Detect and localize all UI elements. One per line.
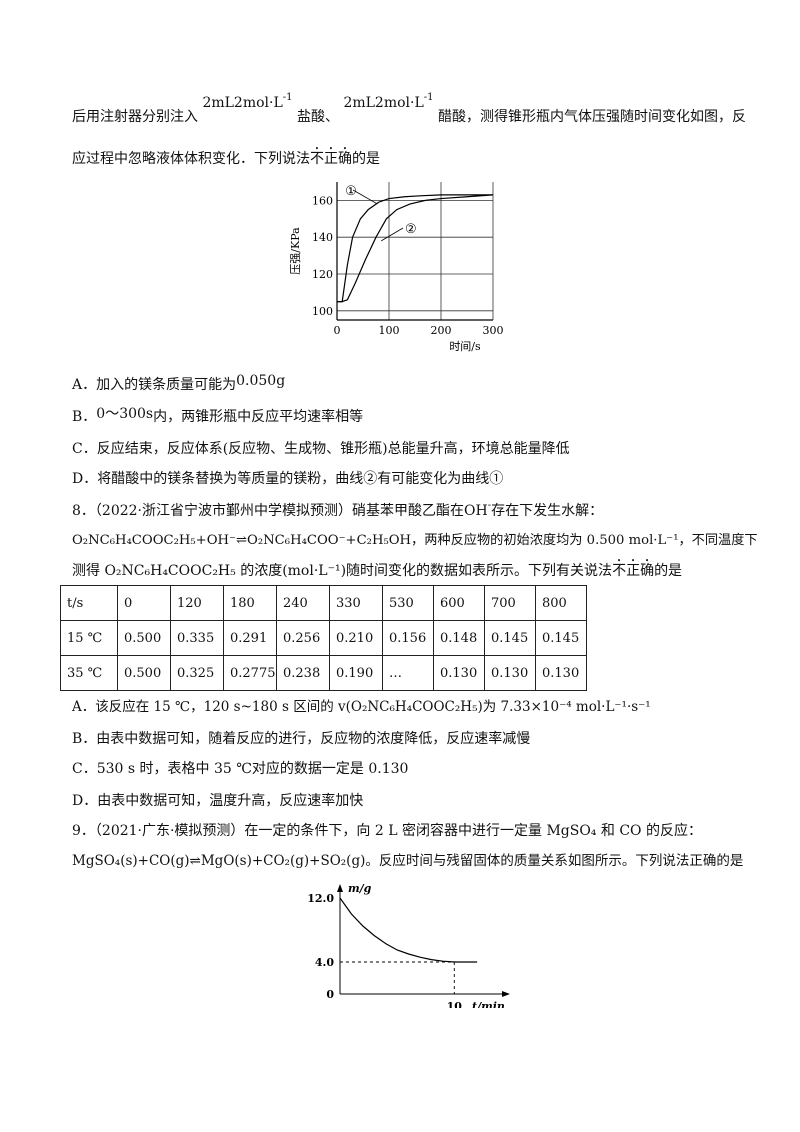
table-row: 35 ℃ 0.500 0.325 0.2775 0.238 0.190 … 0.…	[60, 655, 587, 691]
q7-option-a: A．加入的镁条质量可能为0.050g	[72, 373, 286, 393]
table-cell: t/s	[60, 585, 118, 621]
table-cell: 0.238	[276, 655, 330, 691]
x-tick-label: 0	[334, 324, 341, 337]
series-line-1	[337, 194, 493, 303]
intro-text-b: 醋酸，测得锥形瓶内气体压强随时间变化如图，反	[437, 109, 746, 125]
table-cell: 530	[382, 585, 434, 621]
table-cell: 0.156	[382, 620, 434, 656]
table-cell: 0.335	[170, 620, 224, 656]
q8-option-d: D．由表中数据可知，温度升高，反应速率加快	[72, 793, 364, 809]
x-tick-label: 200	[431, 324, 452, 337]
table-cell: 0.291	[223, 620, 277, 656]
table-cell: …	[382, 655, 434, 691]
x-axis-label: 时间/s	[449, 340, 481, 353]
table-cell: 0.500	[117, 655, 171, 691]
table-cell: 0.325	[170, 655, 224, 691]
q8-line-1: 8．（2022·浙江省宁波市鄞州中学模拟预测）硝基苯甲酸乙酯在OH-存在下发生水…	[72, 500, 604, 519]
table-cell: 180	[223, 585, 277, 621]
intro-line-1: 后用注射器分别注入 2mL2mol·L-1 盐酸、 2mL2mol·L-1 醋酸…	[72, 92, 746, 128]
table-cell: 0.130	[433, 655, 485, 691]
table-cell: 35 ℃	[60, 655, 118, 691]
table-cell: 0.256	[276, 620, 330, 656]
intro-text-d: 的是	[352, 151, 380, 167]
q9-line-2: MgSO₄(s)+CO(g)⇌MgO(s)+CO₂(g)+SO₂(g)。反应时间…	[72, 853, 744, 869]
q8-option-b: B．由表中数据可知，随着反应的进行，反应物的浓度降低，反应速率减慢	[72, 731, 531, 747]
series-line-2	[337, 194, 494, 303]
x-axis-label: t/min	[472, 1000, 505, 1008]
emphasis-char: 不	[310, 151, 324, 167]
intro-line-2: 应过程中忽略液体体积变化．下列说法不正确的是	[72, 150, 380, 168]
table-cell: 0.190	[329, 655, 383, 691]
table-cell: 120	[170, 585, 224, 621]
x-axis-arrow	[502, 991, 510, 997]
y-tick-label: 100	[312, 305, 333, 318]
q7-option-c: C．反应结束，反应体系(反应物、生成物、锥形瓶)总能量升高，环境总能量降低	[72, 441, 570, 457]
table-cell: 0.130	[535, 655, 587, 691]
q8-option-c: C．530 s 时，表格中 35 ℃对应的数据一定是 0.130	[72, 761, 409, 777]
table-cell: 330	[329, 585, 383, 621]
leader-line	[380, 227, 404, 242]
table-cell: 0.148	[433, 620, 485, 656]
series-label: ②	[405, 222, 417, 237]
table-cell: 0.2775	[223, 655, 277, 691]
table-cell: 800	[535, 585, 587, 621]
table-cell: 700	[484, 585, 536, 621]
q8-line-3: 测得 O₂NC₆H₄COOC₂H₅ 的浓度(mol·L⁻¹)随时间变化的数据如表…	[72, 562, 682, 580]
q7-option-d: D．将醋酸中的镁条替换为等质量的镁粉，曲线②有可能变化为曲线①	[72, 471, 504, 487]
table-cell: 0.145	[484, 620, 536, 656]
y-axis-arrow	[337, 884, 343, 892]
y-tick-label: 120	[312, 268, 333, 281]
emphasis-char: 确	[640, 563, 654, 579]
table-cell: 15 ℃	[60, 620, 118, 656]
conc-formula-1: 2mL2mol·L-1	[202, 92, 293, 111]
mass-curve	[339, 897, 478, 963]
q8-option-a: A．该反应在 15 ℃，120 s~180 s 区间的 v(O₂NC₆H₄COO…	[72, 699, 651, 715]
intro-text-a: 后用注射器分别注入	[72, 109, 198, 125]
y-axis-label: m/g	[348, 882, 372, 895]
concentration-table: t/s 0 120 180 240 330 530 600 700 800 15…	[60, 585, 587, 691]
q8-line-2: O₂NC₆H₄COOC₂H₅+OH⁻⇌O₂NC₆H₄COO⁻+C₂H₅OH，两种…	[72, 533, 758, 548]
table-header-row: t/s 0 120 180 240 330 530 600 700 800	[60, 585, 587, 621]
table-cell: 0	[117, 585, 171, 621]
table-cell: 0.210	[329, 620, 383, 656]
table-row: 15 ℃ 0.500 0.335 0.291 0.256 0.210 0.156…	[60, 620, 587, 656]
emphasis-char: 正	[626, 563, 640, 579]
y-tick-label: 4.0	[315, 956, 334, 969]
y-tick-label: 0	[326, 988, 334, 1001]
table-cell: 0.145	[535, 620, 587, 656]
series-label: ①	[345, 184, 357, 199]
table-cell: 0.130	[484, 655, 536, 691]
acid-1: 盐酸、	[296, 109, 339, 125]
emphasis-char: 确	[338, 151, 352, 167]
intro-text-c: 应过程中忽略液体体积变化．下列说法	[72, 151, 310, 167]
emphasis-char: 正	[324, 151, 338, 167]
y-axis-label: 压强/KPa	[289, 227, 302, 275]
mass-time-chart: m/g t/min 12.0 4.0 0 10	[307, 882, 510, 1008]
y-tick-label: 160	[312, 194, 333, 207]
x-tick-label: 10	[447, 1000, 463, 1008]
y-tick-label: 12.0	[307, 892, 334, 905]
q9-line-1: 9．（2021·广东·模拟预测）在一定的条件下，向 2 L 密闭容器中进行一定量…	[72, 823, 702, 839]
emphasis-char: 不	[612, 563, 626, 579]
leader-line	[352, 189, 378, 205]
table-cell: 0.500	[117, 620, 171, 656]
x-tick-label: 300	[483, 324, 504, 337]
y-tick-label: 140	[312, 231, 333, 244]
q7-option-b: B．0～300s内，两锥形瓶中反应平均速率相等	[72, 406, 364, 425]
x-tick-label: 100	[379, 324, 400, 337]
table-cell: 240	[276, 585, 330, 621]
conc-formula-2: 2mL2mol·L-1	[343, 92, 434, 111]
table-cell: 600	[433, 585, 485, 621]
